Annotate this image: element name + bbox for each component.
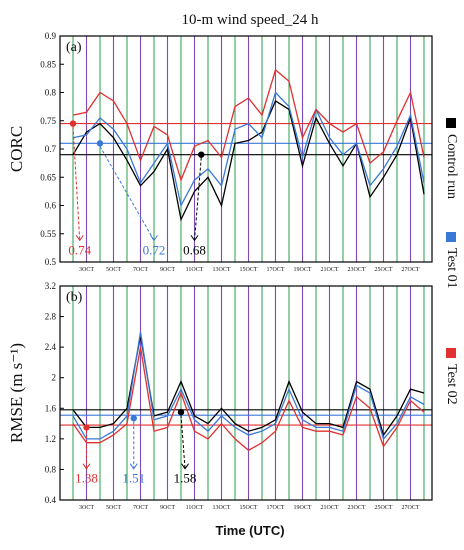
y-tick-label: 0.9 (45, 31, 57, 41)
legend-label: Test 01 (444, 248, 459, 289)
y-tick-label: 0.75 (40, 116, 56, 126)
x-tick-label: 25OCT (375, 267, 393, 273)
series-line-test-01 (72, 91, 425, 208)
x-tick-label: 5OCT (106, 267, 121, 273)
legend-swatch (446, 118, 456, 128)
annotation-arrow (72, 126, 81, 241)
y-axis-label: RMSE (m s⁻¹) (7, 343, 26, 443)
y-tick-label: 1.6 (45, 403, 57, 413)
y-tick-label: 0.55 (40, 229, 56, 239)
annotation-label: 1.38 (75, 471, 98, 486)
x-axis-label: Time (UTC) (215, 523, 284, 538)
x-tick-label: 21OCT (321, 505, 339, 511)
y-tick-label: 2 (52, 373, 57, 383)
x-tick-label: 9OCT (160, 267, 175, 273)
x-tick-label: 19OCT (294, 505, 312, 511)
annotation-marker (96, 140, 104, 147)
x-tick-label: 5OCT (106, 505, 121, 511)
x-tick-label: 11OCT (186, 267, 204, 273)
x-tick-label: 17OCT (267, 267, 285, 273)
x-tick-label: 9OCT (160, 505, 175, 511)
x-tick-label: 27OCT (402, 505, 420, 511)
y-tick-label: 0.5 (45, 257, 57, 267)
annotation-marker (83, 424, 90, 431)
x-tick-label: 23OCT (348, 267, 366, 273)
annotation-marker (198, 151, 205, 158)
annotation-arrow (180, 415, 186, 469)
y-tick-label: 0.65 (40, 172, 56, 182)
series-line-test-02 (72, 346, 425, 452)
series-line-test-02 (72, 68, 425, 183)
y-tick-label: 0.7 (45, 144, 57, 154)
x-tick-label: 7OCT (133, 505, 148, 511)
x-tick-label: 21OCT (321, 267, 339, 273)
x-tick-label: 3OCT (79, 505, 94, 511)
y-axis-label: CORC (7, 126, 26, 172)
annotation-arrow (194, 157, 202, 241)
panel-b: 0.4 0.8 1.2 1.6 2 2.4 2.8 3.2 3OCT 5OCT 7OCT 9OCT 11… (7, 281, 433, 511)
annotation-label: 0.72 (143, 242, 166, 257)
annotation-arrow (99, 146, 155, 241)
x-tick-label: 7OCT (133, 267, 148, 273)
y-tick-label: 2.8 (45, 312, 57, 322)
legend: Control run Test 01 Test 02 (444, 118, 459, 405)
y-tick-label: 0.85 (40, 59, 56, 69)
chart-title: 10-m wind speed_24 h (181, 12, 319, 28)
x-tick-label: 19OCT (294, 267, 312, 273)
x-tick-label: 15OCT (240, 505, 258, 511)
plot-frame (59, 285, 433, 501)
annotation-marker (177, 408, 185, 416)
y-tick-label: 0.8 (45, 88, 57, 98)
panel-a: 0.5 0.55 0.6 0.65 0.7 0.75 0.8 0.85 0.9 3OCT 5OCT 7… (7, 31, 433, 273)
legend-label: Control run (444, 134, 459, 199)
annotation-label: 1.58 (174, 471, 197, 486)
panel-label: (b) (66, 290, 83, 305)
legend-swatch (446, 348, 456, 358)
legend-swatch (446, 232, 456, 242)
x-tick-label: 25OCT (375, 505, 393, 511)
y-tick-label: 0.6 (45, 201, 57, 211)
legend-label: Test 02 (444, 364, 459, 405)
x-tick-label: 17OCT (267, 505, 285, 511)
x-tick-label: 27OCT (402, 267, 420, 273)
x-tick-label: 23OCT (348, 505, 366, 511)
series-line-test-01 (72, 331, 425, 441)
y-tick-label: 1.2 (45, 434, 56, 444)
annotation-marker (69, 120, 77, 127)
annotation-label: 1.51 (122, 471, 145, 486)
y-tick-label: 0.4 (45, 495, 57, 505)
x-tick-label: 13OCT (213, 267, 231, 273)
x-tick-label: 15OCT (240, 267, 258, 273)
y-tick-label: 0.8 (45, 464, 57, 474)
annotation-label: 0.68 (183, 242, 206, 257)
series-line-control-run (72, 100, 425, 222)
annotation-marker (130, 415, 137, 422)
y-tick-label: 2.4 (45, 342, 57, 352)
panel-label: (a) (66, 40, 82, 55)
x-tick-label: 3OCT (79, 267, 94, 273)
x-tick-label: 11OCT (186, 505, 204, 511)
annotation-label: 0.74 (68, 242, 91, 257)
y-tick-label: 3.2 (45, 281, 56, 291)
plot-frame (59, 35, 433, 263)
x-tick-label: 13OCT (213, 505, 231, 511)
